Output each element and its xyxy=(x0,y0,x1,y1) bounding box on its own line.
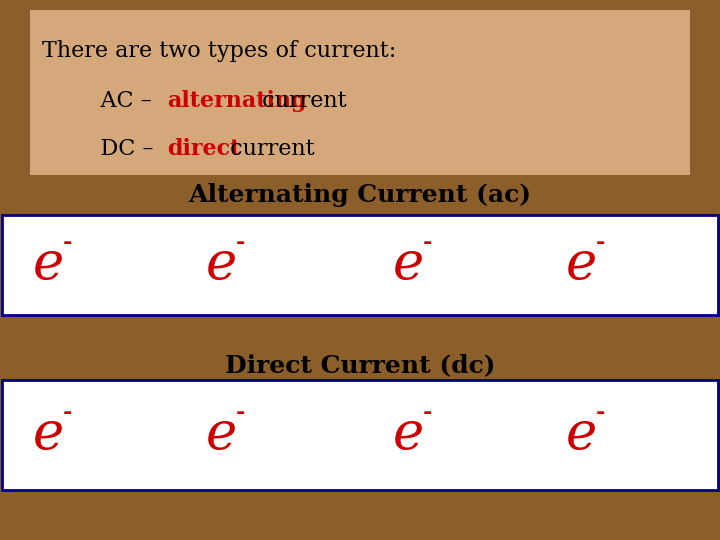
Text: e: e xyxy=(33,240,64,291)
Text: direct: direct xyxy=(167,138,240,160)
Text: e: e xyxy=(566,240,598,291)
Text: current: current xyxy=(255,90,346,112)
Text: -: - xyxy=(236,403,246,423)
Text: -: - xyxy=(423,403,433,423)
Text: e: e xyxy=(206,409,238,461)
Text: -: - xyxy=(596,403,606,423)
Bar xyxy=(2,380,718,490)
Text: -: - xyxy=(63,403,73,423)
Text: current: current xyxy=(223,138,315,160)
Text: -: - xyxy=(236,233,246,253)
Text: e: e xyxy=(206,240,238,291)
Text: Alternating Current (ac): Alternating Current (ac) xyxy=(189,183,531,207)
Bar xyxy=(30,10,690,175)
Text: e: e xyxy=(566,409,598,461)
Text: alternating: alternating xyxy=(167,90,307,112)
Text: AC –: AC – xyxy=(72,90,159,112)
Text: Direct Current (dc): Direct Current (dc) xyxy=(225,353,495,377)
Text: e: e xyxy=(393,409,424,461)
Text: DC –: DC – xyxy=(72,138,161,160)
Text: -: - xyxy=(63,233,73,253)
Text: e: e xyxy=(393,240,424,291)
Text: e: e xyxy=(33,409,64,461)
Text: -: - xyxy=(596,233,606,253)
Bar xyxy=(2,215,718,315)
Text: -: - xyxy=(423,233,433,253)
Text: There are two types of current:: There are two types of current: xyxy=(42,40,396,62)
